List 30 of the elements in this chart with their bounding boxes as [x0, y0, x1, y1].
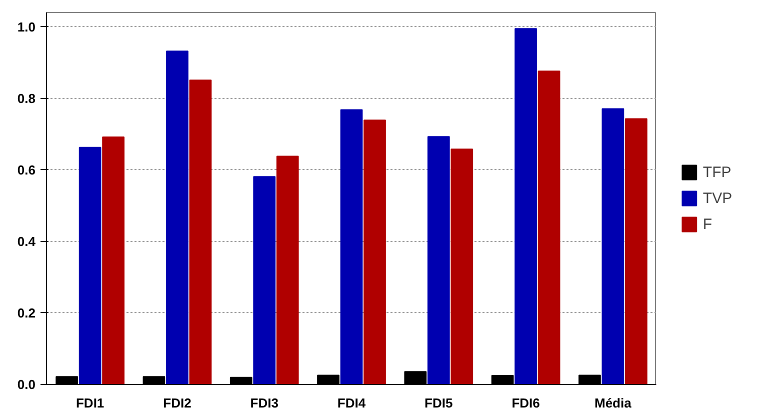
y-tick-label: 1.0: [17, 19, 36, 34]
bar: [624, 118, 648, 384]
y-tick-label: 0.8: [17, 90, 36, 106]
bar: [102, 136, 124, 384]
bar: [166, 50, 188, 384]
bar: [78, 146, 102, 384]
x-tick-label: FDI5: [424, 396, 453, 410]
x-tick-label: Média: [594, 396, 632, 410]
bar: [450, 148, 474, 384]
x-tick-label: FDI4: [337, 396, 366, 410]
y-tick-label: 0.4: [17, 234, 36, 249]
bar: [340, 109, 363, 384]
legend-label: F: [702, 216, 714, 232]
bar: [276, 156, 299, 384]
bar: [189, 80, 212, 384]
x-tick-label: FDI1: [76, 396, 104, 410]
bar: [364, 120, 386, 384]
y-tick-label: 0.0: [17, 377, 36, 392]
x-tick-label: FDI3: [250, 396, 278, 410]
legend-label: TVP: [702, 190, 732, 206]
y-tick-label: 0.2: [17, 305, 36, 320]
bar: [602, 108, 624, 384]
x-tick-label: FDI6: [512, 396, 540, 410]
bar: [538, 70, 560, 384]
bar: [427, 136, 450, 384]
x-tick-label: FDI2: [163, 396, 192, 410]
bar: [253, 176, 276, 384]
y-tick-label: 0.6: [17, 162, 36, 178]
bar: [514, 28, 537, 384]
legend-label: TFP: [702, 164, 732, 180]
